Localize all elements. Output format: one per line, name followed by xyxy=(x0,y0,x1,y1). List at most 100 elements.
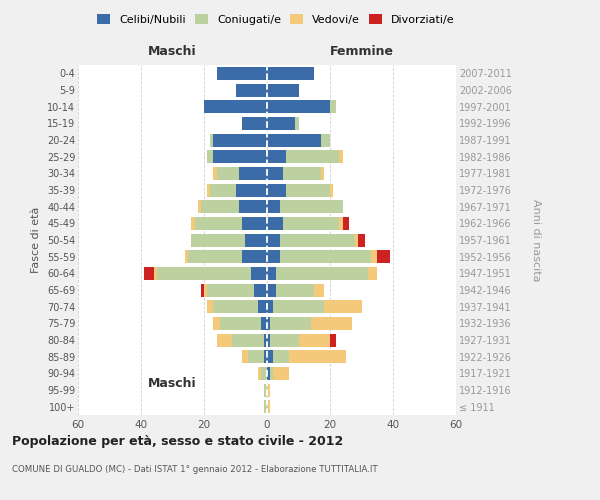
Bar xyxy=(248,350,264,363)
Bar xyxy=(280,250,371,263)
Bar xyxy=(267,317,270,330)
Bar xyxy=(324,300,361,313)
Bar xyxy=(242,250,267,263)
Bar xyxy=(267,100,330,113)
Bar xyxy=(274,350,289,363)
Bar xyxy=(191,217,194,230)
Bar xyxy=(267,284,277,296)
Bar xyxy=(274,367,289,380)
Bar xyxy=(267,267,277,280)
Bar xyxy=(280,234,355,246)
Bar xyxy=(267,150,286,163)
Bar xyxy=(377,250,390,263)
Bar xyxy=(264,334,267,346)
Bar xyxy=(239,200,267,213)
Bar xyxy=(267,184,286,196)
Bar xyxy=(204,100,267,113)
Bar xyxy=(267,234,280,246)
Bar xyxy=(242,350,248,363)
Legend: Celibi/Nubili, Coniugati/e, Vedovi/e, Divorziati/e: Celibi/Nubili, Coniugati/e, Vedovi/e, Di… xyxy=(94,10,458,28)
Bar xyxy=(264,400,267,413)
Bar xyxy=(267,117,295,130)
Bar xyxy=(267,384,270,396)
Bar xyxy=(207,150,214,163)
Bar xyxy=(207,300,214,313)
Bar xyxy=(267,167,283,180)
Bar xyxy=(311,317,352,330)
Bar xyxy=(286,184,330,196)
Text: Maschi: Maschi xyxy=(148,376,197,390)
Bar xyxy=(154,267,157,280)
Bar xyxy=(267,67,314,80)
Bar xyxy=(368,267,377,280)
Y-axis label: Fasce di età: Fasce di età xyxy=(31,207,41,273)
Bar xyxy=(277,267,368,280)
Bar xyxy=(242,217,267,230)
Bar xyxy=(267,84,299,96)
Bar xyxy=(260,367,267,380)
Bar xyxy=(330,184,333,196)
Bar xyxy=(358,234,365,246)
Text: Popolazione per età, sesso e stato civile - 2012: Popolazione per età, sesso e stato civil… xyxy=(12,435,343,448)
Bar xyxy=(214,134,267,146)
Bar xyxy=(217,67,267,80)
Bar xyxy=(267,250,280,263)
Bar xyxy=(286,150,340,163)
Bar xyxy=(214,167,217,180)
Bar xyxy=(343,217,349,230)
Text: Maschi: Maschi xyxy=(148,45,197,58)
Bar xyxy=(207,184,211,196)
Bar xyxy=(299,334,330,346)
Bar xyxy=(355,234,358,246)
Bar xyxy=(267,350,274,363)
Bar xyxy=(277,284,314,296)
Bar xyxy=(214,300,257,313)
Bar xyxy=(267,400,270,413)
Bar xyxy=(239,167,267,180)
Bar xyxy=(267,334,270,346)
Bar xyxy=(214,150,267,163)
Bar xyxy=(217,167,239,180)
Bar xyxy=(254,284,267,296)
Bar xyxy=(320,134,330,146)
Bar xyxy=(257,300,267,313)
Bar xyxy=(320,167,324,180)
Bar xyxy=(270,334,299,346)
Bar xyxy=(232,334,264,346)
Bar xyxy=(289,350,346,363)
Bar xyxy=(267,300,274,313)
Bar xyxy=(260,317,267,330)
Bar xyxy=(283,167,320,180)
Bar xyxy=(264,384,267,396)
Bar xyxy=(245,234,267,246)
Bar xyxy=(274,300,324,313)
Y-axis label: Anni di nascita: Anni di nascita xyxy=(531,198,541,281)
Bar xyxy=(198,200,201,213)
Bar xyxy=(330,100,337,113)
Bar xyxy=(188,250,242,263)
Bar xyxy=(330,334,337,346)
Bar xyxy=(295,117,299,130)
Bar xyxy=(191,234,245,246)
Bar xyxy=(214,317,220,330)
Bar xyxy=(235,84,267,96)
Bar xyxy=(283,217,340,230)
Text: COMUNE DI GUALDO (MC) - Dati ISTAT 1° gennaio 2012 - Elaborazione TUTTITALIA.IT: COMUNE DI GUALDO (MC) - Dati ISTAT 1° ge… xyxy=(12,465,377,474)
Bar xyxy=(270,367,273,380)
Bar xyxy=(340,150,343,163)
Bar xyxy=(242,117,267,130)
Bar xyxy=(257,367,260,380)
Bar xyxy=(185,250,188,263)
Bar xyxy=(235,184,267,196)
Bar xyxy=(251,267,267,280)
Bar xyxy=(264,350,267,363)
Bar xyxy=(201,284,204,296)
Bar xyxy=(267,367,270,380)
Bar xyxy=(280,200,343,213)
Bar xyxy=(217,334,232,346)
Text: Femmine: Femmine xyxy=(329,45,394,58)
Bar xyxy=(144,267,154,280)
Bar xyxy=(207,284,254,296)
Bar xyxy=(204,284,207,296)
Bar xyxy=(201,200,239,213)
